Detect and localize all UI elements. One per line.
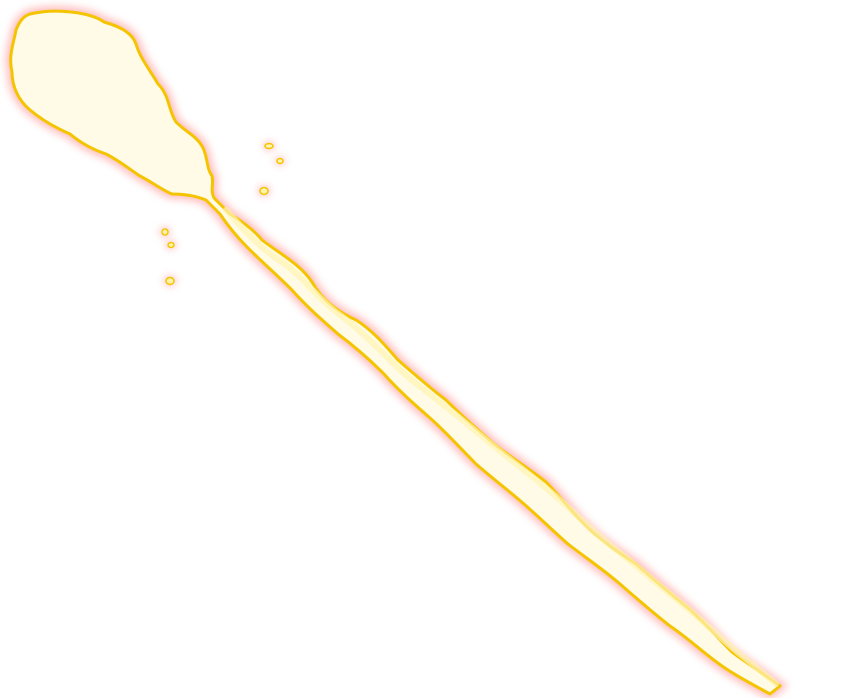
sparkle-dot xyxy=(276,157,284,165)
sparkle-dot xyxy=(167,241,175,249)
beam-body xyxy=(9,9,782,696)
sparkle-particles xyxy=(160,142,285,286)
sparkle-dot xyxy=(165,276,175,286)
sparkle-dot xyxy=(264,142,274,150)
sparkle-dot xyxy=(259,186,269,196)
sparkle-dot xyxy=(161,228,169,236)
